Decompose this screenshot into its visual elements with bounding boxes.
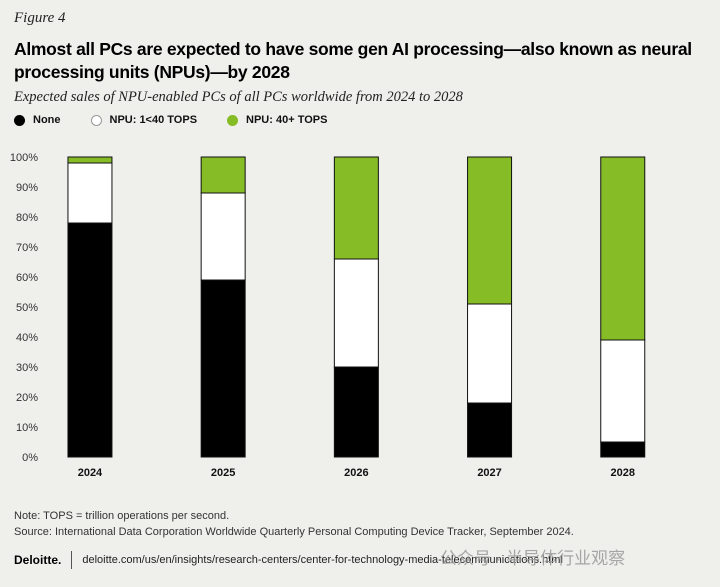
chart-subtitle: Expected sales of NPU-enabled PCs of all… [14, 89, 463, 105]
y-tick-label: 40% [16, 332, 38, 344]
x-tick-label: 2026 [344, 467, 368, 479]
y-tick-label: 90% [16, 182, 38, 194]
bar-segment [467, 303, 513, 404]
legend-swatch-npu-high [227, 114, 239, 126]
bar-segment [333, 258, 379, 368]
legend-item-npu-high: NPU: 40+ TOPS [227, 114, 327, 126]
bar-segment [67, 156, 113, 164]
legend-swatch-none [14, 114, 25, 126]
stacked-bar-chart: 0% 10% 20% 30% 40% 50% 60% 70% 80% 90% 100% 2024 202… [10, 152, 646, 479]
y-tick-label: 70% [16, 242, 38, 254]
y-tick-label: 50% [16, 302, 38, 314]
legend-label-npu-low: NPU: 1<40 TOPS [109, 114, 198, 126]
figure-label: Figure 4 [14, 10, 66, 26]
y-tick-label: 30% [16, 362, 38, 374]
y-tick-label: 60% [16, 272, 38, 284]
source-text: Source: International Data Corporation W… [14, 526, 574, 538]
x-tick-label: 2025 [211, 467, 235, 479]
deloitte-logo: Deloitte. [14, 553, 62, 567]
bar-segment [467, 402, 513, 458]
x-tick-label: 2027 [477, 467, 501, 479]
y-tick-label: 80% [16, 212, 38, 224]
bar-segment [333, 366, 379, 458]
legend-swatch-npu-low [90, 114, 102, 126]
y-tick-label: 20% [16, 392, 38, 404]
y-tick-label: 10% [16, 422, 38, 434]
y-tick-label: 0% [22, 452, 38, 464]
legend-item-npu-low: NPU: 1<40 TOPS [90, 114, 198, 126]
bar-segment [67, 162, 113, 224]
note-text: Note: TOPS = trillion operations per sec… [14, 510, 230, 522]
x-tick-label: 2028 [611, 467, 635, 479]
footer: Deloitte. deloitte.com/us/en/insights/re… [14, 551, 563, 569]
legend-label-none: None [33, 114, 61, 126]
bar-segment [333, 156, 379, 260]
bar-segment [467, 156, 513, 305]
bar-segment [67, 222, 113, 458]
bar-segment [600, 339, 646, 443]
y-tick-label: 100% [10, 152, 38, 164]
footer-divider [71, 551, 73, 569]
legend: None NPU: 1<40 TOPS NPU: 40+ TOPS [14, 114, 357, 126]
bar-segment [200, 192, 246, 281]
chart-title: Almost all PCs are expected to have some… [14, 39, 692, 82]
bar-segment [200, 156, 246, 194]
watermark: 公众号 · 半导体行业观察 [440, 549, 626, 568]
bar-segment [200, 279, 246, 458]
bar-segment [600, 441, 646, 458]
source-url[interactable]: deloitte.com/us/en/insights/research-cen… [82, 554, 563, 566]
legend-item-none: None [14, 114, 61, 126]
notes: Note: TOPS = trillion operations per sec… [14, 508, 574, 540]
legend-label-npu-high: NPU: 40+ TOPS [246, 114, 328, 126]
x-tick-label: 2024 [78, 467, 103, 479]
bar-segment [600, 156, 646, 341]
